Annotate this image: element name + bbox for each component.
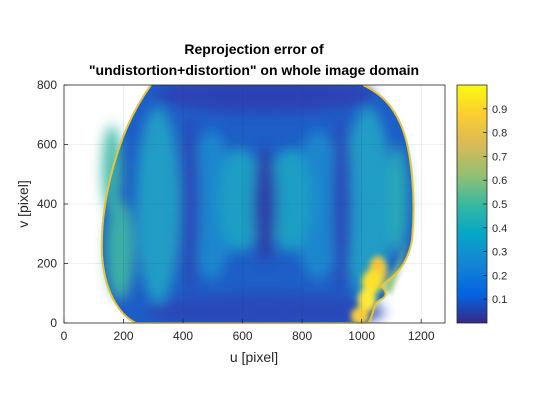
- chart-title-line-2: "undistortion+distortion" on whole image…: [89, 62, 419, 78]
- colorbar-tick-label: 0.5: [492, 199, 507, 211]
- x-tick-label: 400: [173, 329, 193, 343]
- heatmap: [100, 85, 415, 323]
- y-axis-label: v [pixel]: [15, 180, 31, 227]
- x-ticks: 0 200 400 600 800 1000 1200: [61, 319, 435, 343]
- colorbar-tick-label: 0.3: [492, 247, 507, 259]
- x-axis-label: u [pixel]: [230, 349, 278, 365]
- y-tick-label: 400: [37, 197, 57, 211]
- colorbar-tick-label: 0.9: [492, 104, 507, 116]
- x-tick-label: 600: [233, 329, 253, 343]
- y-tick-label: 800: [37, 78, 57, 92]
- x-tick-label: 0: [61, 329, 68, 343]
- chart-title-line-1: Reprojection error of: [184, 41, 324, 57]
- y-ticks: 0 200 400 600 800: [37, 78, 68, 330]
- y-tick-label: 200: [37, 257, 57, 271]
- x-tick-label: 800: [292, 329, 312, 343]
- y-tick-label: 600: [37, 138, 57, 152]
- colorbar-tick-label: 0.7: [492, 151, 507, 163]
- x-tick-label: 1000: [348, 329, 375, 343]
- colorbar-tick-label: 0.8: [492, 128, 507, 140]
- colorbar-ticks: 0.1 0.2 0.3 0.4 0.5 0.6 0.7 0.8 0.9: [483, 104, 507, 306]
- colorbar-tick-label: 0.4: [492, 223, 507, 235]
- colorbar-tick-label: 0.6: [492, 175, 507, 187]
- colorbar-tick-label: 0.1: [492, 294, 507, 306]
- x-tick-label: 200: [114, 329, 134, 343]
- colorbar-tick-label: 0.2: [492, 270, 507, 282]
- x-tick-label: 1200: [408, 329, 435, 343]
- colorbar: [456, 84, 488, 324]
- y-tick-label: 0: [50, 316, 57, 330]
